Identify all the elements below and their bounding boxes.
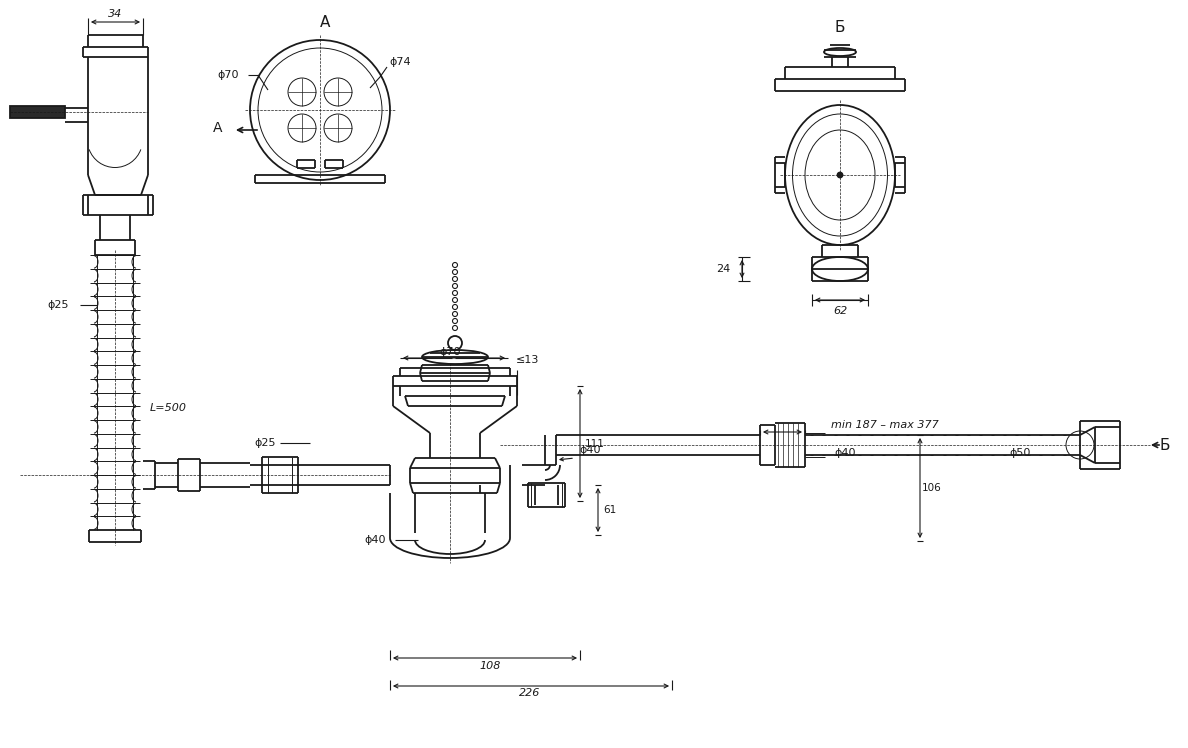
Text: ϕ40: ϕ40 (834, 448, 855, 458)
Text: ϕ25: ϕ25 (48, 300, 69, 310)
Text: A: A (320, 14, 330, 29)
Circle shape (838, 173, 842, 177)
Text: 24: 24 (715, 264, 729, 274)
Text: A: A (214, 121, 223, 135)
Bar (10, 106, 65, 118)
Text: 62: 62 (833, 306, 847, 316)
Text: ϕ25: ϕ25 (254, 438, 276, 448)
Text: 111: 111 (584, 438, 605, 449)
Text: min 187 – max 377: min 187 – max 377 (832, 420, 939, 430)
Text: ϕ40: ϕ40 (365, 535, 386, 545)
Text: 34: 34 (108, 9, 122, 19)
Text: L=500: L=500 (150, 403, 187, 413)
Text: 61: 61 (604, 505, 617, 515)
Text: ϕ70: ϕ70 (217, 70, 239, 80)
Text: 106: 106 (922, 483, 942, 493)
Text: Б: Б (835, 19, 845, 34)
Text: ϕ50: ϕ50 (1010, 448, 1031, 458)
Text: ϕ70: ϕ70 (440, 347, 461, 357)
Text: ≤13: ≤13 (517, 355, 539, 365)
Text: 108: 108 (479, 661, 500, 671)
Text: ϕ40: ϕ40 (580, 445, 601, 455)
Text: Б: Б (1159, 438, 1170, 453)
Text: 226: 226 (519, 688, 541, 698)
Text: ϕ74: ϕ74 (390, 57, 411, 67)
